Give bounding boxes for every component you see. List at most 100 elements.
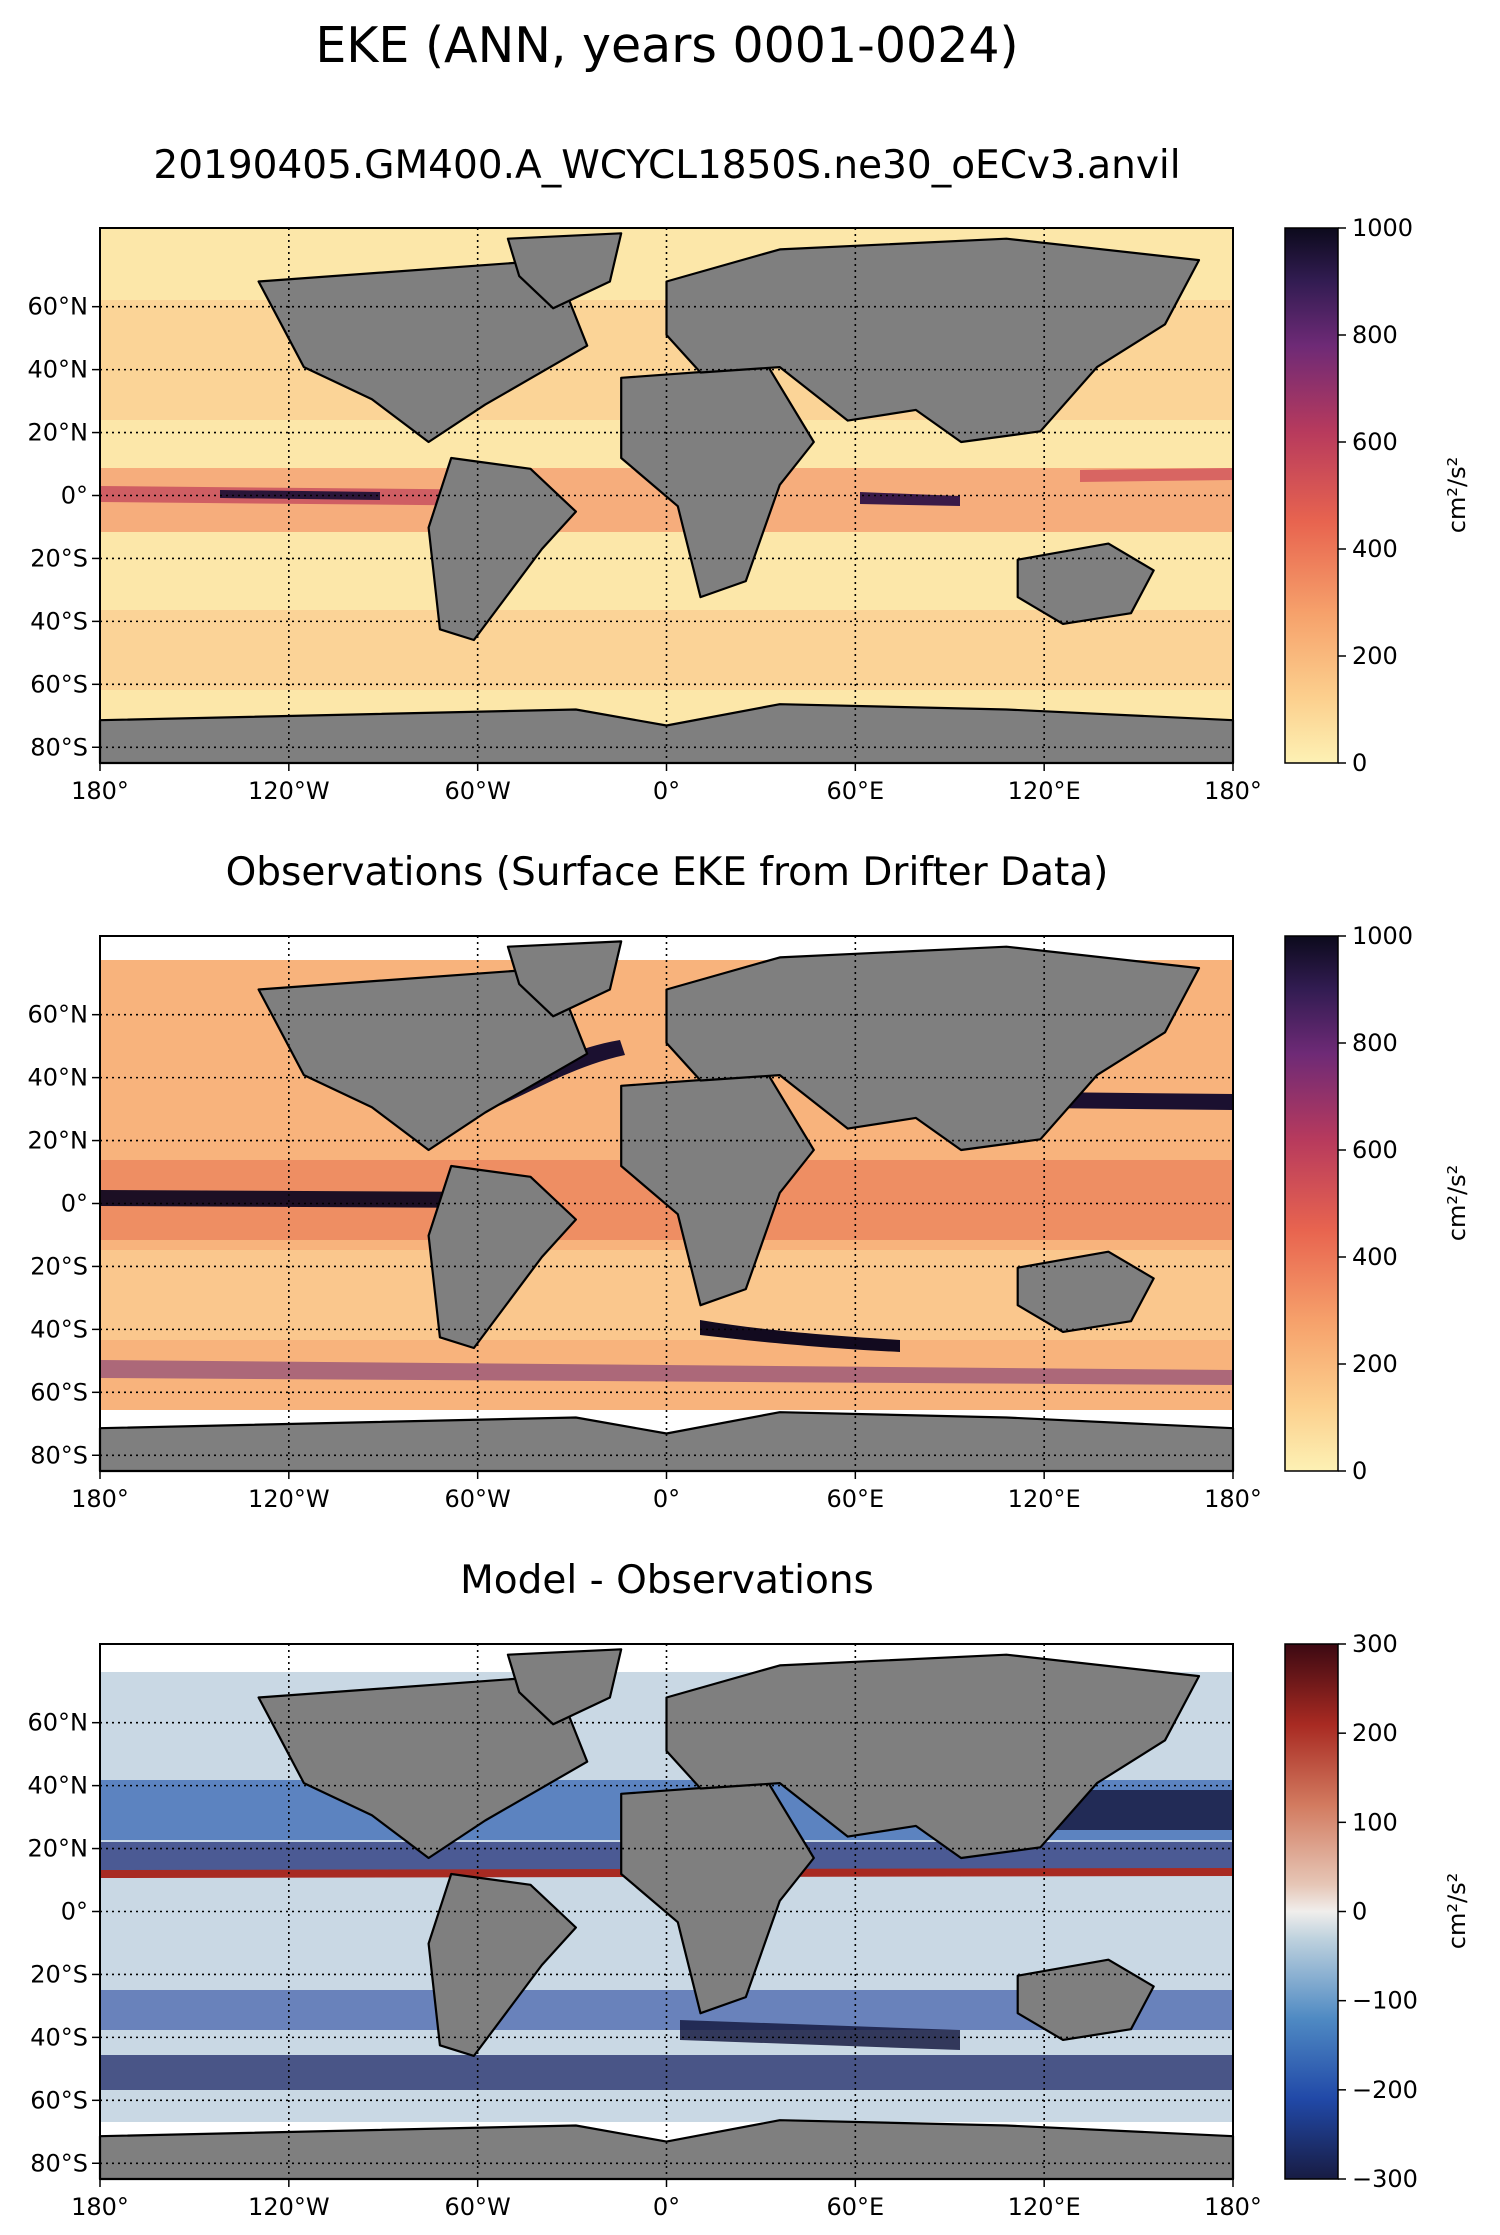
continent-south-america (427, 1164, 577, 1350)
eke-kuroshio (1040, 1092, 1233, 1110)
y-tick-label: 20°N (28, 419, 89, 447)
colorbar-tick-label: 400 (1352, 1243, 1398, 1271)
panel-observations-title: Observations (Surface EKE from Drifter D… (226, 850, 1109, 895)
colorbar-tick-label: 0 (1352, 749, 1367, 777)
colorbar-tick-label: 600 (1352, 428, 1398, 456)
x-tick-label: 120°E (1008, 777, 1081, 805)
y-tick-label: 80°S (30, 733, 88, 761)
y-tick-label: 60°S (30, 670, 88, 698)
colorbar-difference: −300 −200 −100 0 100 200 300 cm²/s² (1284, 1630, 1471, 2193)
continent-south-america (427, 1872, 577, 2057)
eke-southern-ocean (100, 1360, 1233, 1385)
y-tick-label: 20°S (30, 544, 88, 572)
x-tick-label: 0° (653, 1485, 680, 1513)
continent-eurasia (665, 945, 1201, 1152)
continent-australia (1016, 1250, 1155, 1333)
colorbar-unit-label: cm²/s² (1443, 1165, 1471, 1241)
map-model-axes: 180° 120°W 60°W 0° 60°E 120°E 180° 60°N 40°N 20°N… (28, 228, 1262, 805)
x-tick-label: 120°E (1008, 1485, 1081, 1513)
y-tick-label: 20°N (28, 1835, 89, 1863)
x-tick-label: 120°W (248, 1485, 330, 1513)
x-tick-label: 60°W (445, 2193, 511, 2221)
y-tick-label: 20°N (28, 1127, 89, 1155)
y-tick-label: 40°S (30, 607, 88, 635)
panel-model-title: 20190405.GM400.A_WCYCL1850S.ne30_oECv3.a… (153, 143, 1180, 188)
colorbar-tick-label: 100 (1352, 1808, 1398, 1836)
colorbar-model-ticks: 0 200 400 600 800 1000 (1338, 214, 1413, 777)
colorbar-tick-label: 400 (1352, 535, 1398, 563)
colorbar-tick-label: 200 (1352, 1350, 1398, 1378)
colorbar-unit-label: cm²/s² (1443, 457, 1471, 533)
colorbar-observations-ticks: 0 200 400 600 800 1000 (1338, 922, 1413, 1485)
colorbar-tick-label: 600 (1352, 1136, 1398, 1164)
y-tick-label: 0° (61, 482, 88, 510)
colorbar-tick-label: 800 (1352, 1029, 1398, 1057)
x-tick-label: 180° (71, 1485, 129, 1513)
panel-model: 20190405.GM400.A_WCYCL1850S.ne30_oECv3.a… (28, 143, 1472, 805)
y-tick-label: 0° (61, 1898, 88, 1926)
y-tick-label: 20°S (30, 1252, 88, 1280)
x-tick-label: 180° (1204, 1485, 1262, 1513)
y-tick-label: 60°S (30, 2086, 88, 2114)
diff-band-southern-ocean (100, 2055, 1233, 2090)
x-tick-label: 0° (653, 2193, 680, 2221)
colorbar-observations: 0 200 400 600 800 1000 cm²/s² (1284, 922, 1471, 1485)
y-tick-label: 60°N (28, 293, 89, 321)
y-tick-label: 60°S (30, 1378, 88, 1406)
y-tick-label: 60°N (28, 1001, 89, 1029)
x-tick-label: 180° (1204, 777, 1262, 805)
y-tick-label: 60°N (28, 1709, 89, 1737)
colorbar-unit-label: cm²/s² (1443, 1873, 1471, 1949)
continent-australia (1016, 542, 1155, 625)
colorbar-tick-label: 1000 (1352, 922, 1413, 950)
x-tick-label: 60°E (826, 777, 884, 805)
colorbar-tick-label: 1000 (1352, 214, 1413, 242)
panel-observations: Observations (Surface EKE from Drifter D… (28, 850, 1472, 1513)
y-tick-label: 20°S (30, 1960, 88, 1988)
colorbar-model: 0 200 400 600 800 1000 cm²/s² (1284, 214, 1471, 777)
diff-kuroshio-deficit (1040, 1790, 1233, 1830)
y-tick-label: 40°N (28, 356, 89, 384)
continent-eurasia (665, 237, 1201, 444)
y-tick-label: 40°S (30, 1315, 88, 1343)
panel-difference-title: Model - Observations (460, 1558, 874, 1603)
continent-greenland (506, 232, 623, 310)
map-observations-axes: 180° 120°W 60°W 0° 60°E 120°E 180° 60°N 40°N 20°N… (28, 936, 1262, 1513)
x-tick-label: 180° (71, 2193, 129, 2221)
x-tick-label: 0° (653, 777, 680, 805)
colorbar-tick-label: 300 (1352, 1630, 1398, 1658)
x-tick-label: 120°W (248, 2193, 330, 2221)
panel-difference: Model - Observations 180° 120°W 60°W 0° 60°E… (28, 1558, 1472, 2221)
y-tick-label: 80°S (30, 1441, 88, 1469)
figure-title: EKE (ANN, years 0001-0024) (315, 17, 1018, 74)
continent-greenland (506, 1648, 623, 1726)
continent-eurasia (665, 1653, 1201, 1860)
x-tick-label: 180° (71, 777, 129, 805)
eke-agulhas-retroflection (700, 1320, 900, 1352)
y-tick-label: 40°S (30, 2023, 88, 2051)
x-tick-label: 180° (1204, 2193, 1262, 2221)
colorbar-tick-label: −200 (1352, 2076, 1418, 2104)
colorbar-tick-label: −300 (1352, 2165, 1418, 2193)
colorbar-difference-ticks: −300 −200 −100 0 100 200 300 (1338, 1630, 1418, 2193)
continent-africa (620, 1074, 815, 1307)
colorbar-gradient (1284, 935, 1339, 1472)
y-tick-label: 0° (61, 1190, 88, 1218)
continent-africa (620, 1782, 815, 2015)
continent-greenland (506, 940, 623, 1018)
continent-africa (620, 366, 815, 599)
eke-western-pacific-jet (1080, 468, 1233, 482)
colorbar-tick-label: 0 (1352, 1898, 1367, 1926)
x-tick-label: 60°W (445, 777, 511, 805)
colorbar-tick-label: 800 (1352, 321, 1398, 349)
y-tick-label: 80°S (30, 2149, 88, 2177)
colorbar-gradient (1284, 227, 1339, 764)
diff-agulhas-deficit (680, 2020, 960, 2050)
x-tick-label: 60°E (826, 1485, 884, 1513)
x-tick-label: 60°W (445, 1485, 511, 1513)
continent-south-america (427, 456, 577, 642)
x-tick-label: 120°W (248, 777, 330, 805)
continent-australia (1016, 1958, 1155, 2041)
x-tick-label: 60°E (826, 2193, 884, 2221)
